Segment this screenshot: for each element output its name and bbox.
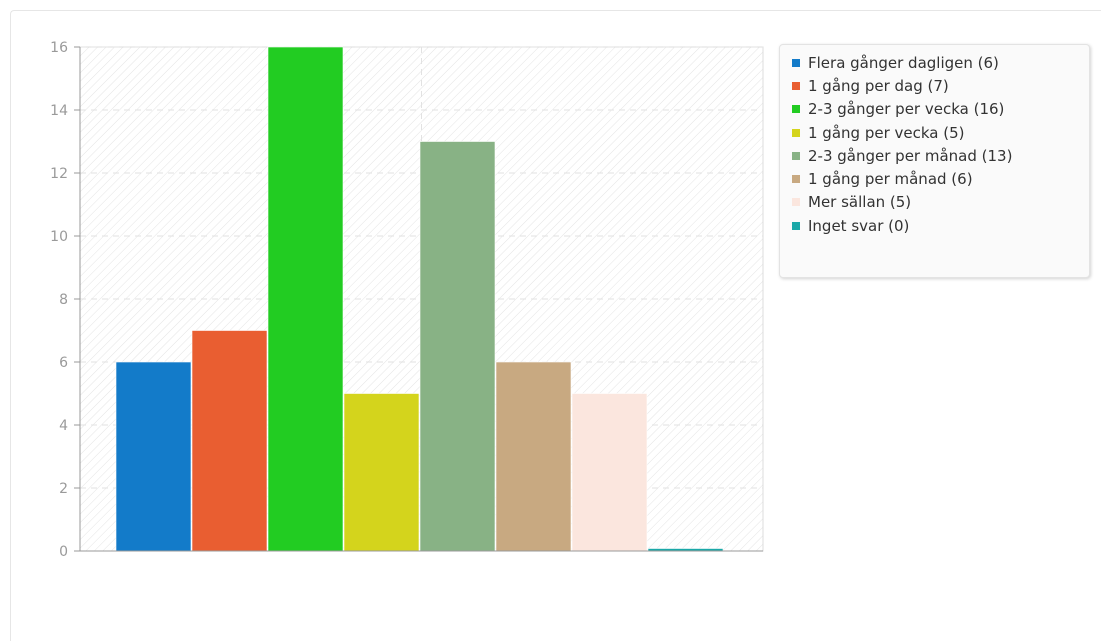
bar-1[interactable] bbox=[115, 361, 192, 552]
legend-label: 1 gång per dag (7) bbox=[808, 76, 949, 95]
legend: Flera gånger dagligen (6) 1 gång per dag … bbox=[779, 44, 1090, 278]
y-tick-label: 4 bbox=[59, 418, 68, 434]
y-tick-label: 2 bbox=[59, 481, 68, 497]
bar-3[interactable] bbox=[267, 46, 344, 552]
y-tick-label: 0 bbox=[59, 544, 68, 560]
legend-label: Flera gånger dagligen (6) bbox=[808, 53, 999, 72]
legend-label: Mer sällan (5) bbox=[808, 193, 912, 212]
legend-item[interactable]: Mer sällan (5) bbox=[780, 191, 1089, 214]
bar-5[interactable] bbox=[419, 141, 496, 552]
y-tick-label: 16 bbox=[50, 40, 68, 56]
legend-swatch bbox=[792, 175, 800, 184]
legend-label: 1 gång per vecka (5) bbox=[808, 123, 965, 142]
legend-label: 2-3 gånger per månad (13) bbox=[808, 146, 1013, 165]
bar-chart: 0 2 4 6 8 10 12 14 16 bbox=[50, 40, 764, 560]
y-tick-label: 12 bbox=[50, 166, 68, 182]
bar-4[interactable] bbox=[343, 393, 420, 552]
legend-label: Inget svar (0) bbox=[808, 216, 910, 235]
legend-swatch bbox=[792, 221, 800, 230]
bar-6[interactable] bbox=[495, 361, 572, 552]
legend-item[interactable]: 2-3 gånger per månad (13) bbox=[780, 144, 1089, 167]
legend-item[interactable]: 1 gång per dag (7) bbox=[780, 74, 1089, 97]
legend-swatch bbox=[792, 58, 800, 67]
legend-item[interactable]: Inget svar (0) bbox=[780, 214, 1089, 237]
legend-swatch bbox=[792, 128, 800, 137]
y-tick-label: 10 bbox=[50, 229, 68, 245]
legend-label: 2-3 gånger per vecka (16) bbox=[808, 100, 1005, 119]
legend-item[interactable]: 1 gång per månad (6) bbox=[780, 167, 1089, 190]
legend-swatch bbox=[792, 151, 800, 160]
legend-label: 1 gång per månad (6) bbox=[808, 170, 973, 189]
legend-item[interactable]: Flera gånger dagligen (6) bbox=[780, 51, 1089, 74]
bar-7[interactable] bbox=[571, 393, 648, 552]
legend-swatch bbox=[792, 198, 800, 207]
legend-item[interactable]: 2-3 gånger per vecka (16) bbox=[780, 98, 1089, 121]
bar-2[interactable] bbox=[191, 330, 268, 552]
legend-item[interactable]: 1 gång per vecka (5) bbox=[780, 121, 1089, 144]
y-tick-label: 14 bbox=[50, 103, 68, 119]
y-tick-label: 6 bbox=[59, 355, 68, 371]
legend-swatch bbox=[792, 81, 800, 90]
y-tick-label: 8 bbox=[59, 292, 68, 308]
legend-swatch bbox=[792, 105, 800, 114]
